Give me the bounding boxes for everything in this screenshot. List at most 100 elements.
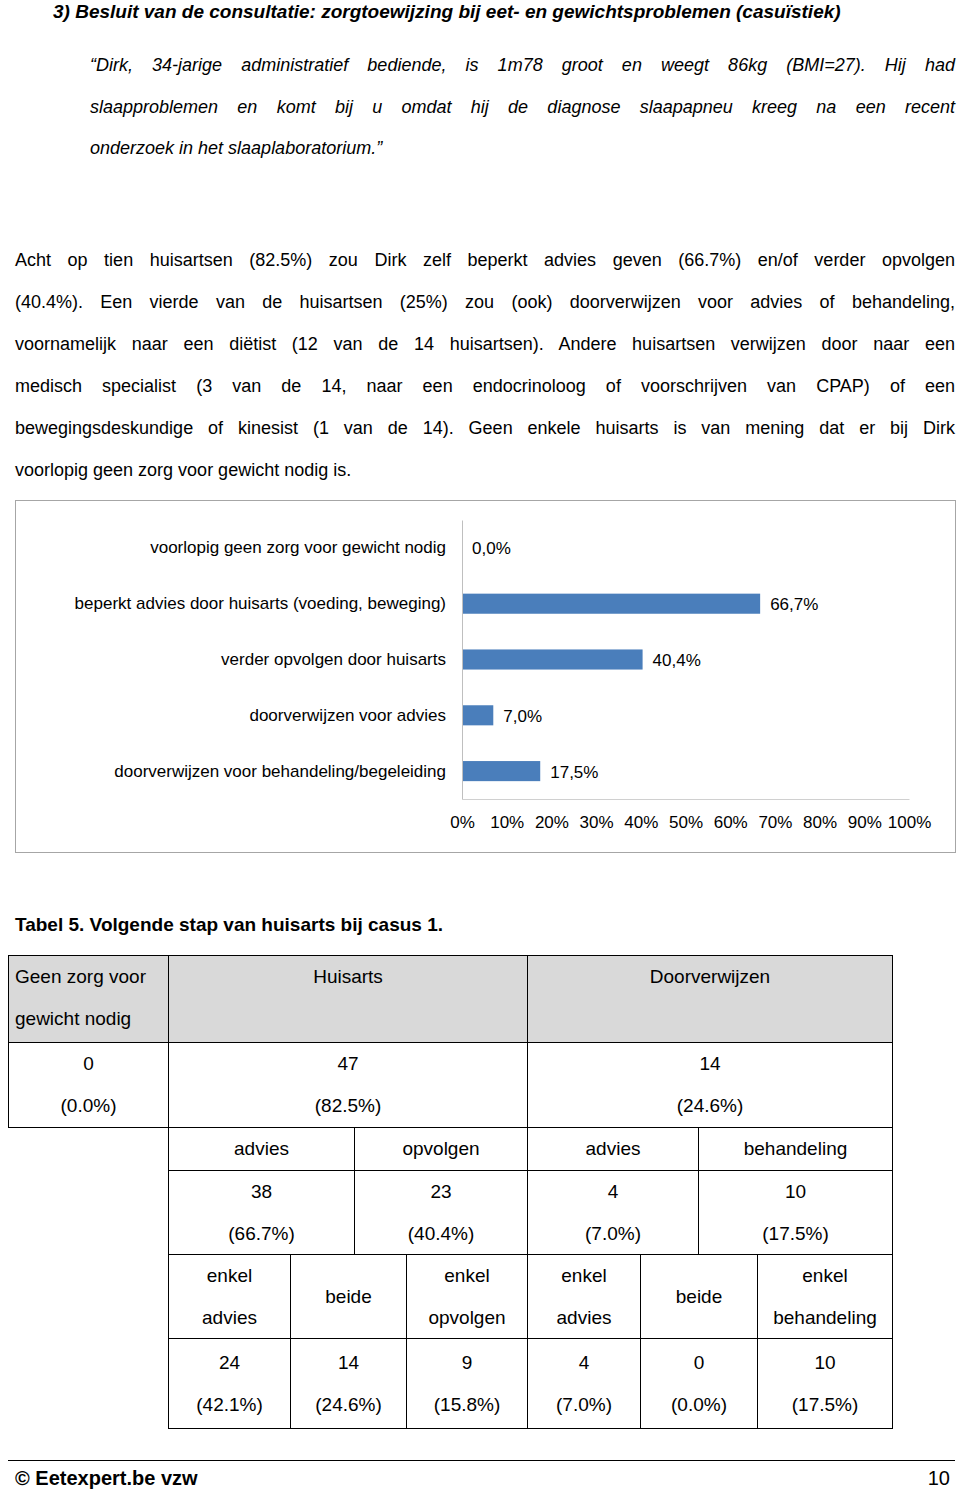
x-tick: 60% bbox=[714, 799, 748, 832]
category-label: voorlopig geen zorg voor gewicht nodig bbox=[150, 538, 446, 557]
x-tick-label: 90% bbox=[848, 813, 882, 832]
x-tick-label: 100% bbox=[888, 813, 931, 832]
heading: 3) Besluit van de consultatie: zorgtoewi… bbox=[53, 0, 841, 24]
detail-cell: 24(42.1%) bbox=[168, 1338, 291, 1429]
body-line: voorlopig geen zorg voor gewicht nodig i… bbox=[15, 458, 955, 482]
x-tick-label: 20% bbox=[535, 813, 569, 832]
cell-text: (7.0%) bbox=[585, 1213, 641, 1255]
subheader-cell: opvolgen bbox=[354, 1127, 528, 1171]
cell-text: 23 bbox=[430, 1171, 451, 1213]
detail-header-cell: enkel advies bbox=[527, 1254, 641, 1339]
quote-line: slaapproblemen en komt bij u omdat hij d… bbox=[90, 95, 955, 119]
header-text: Doorverwijzen bbox=[650, 956, 770, 998]
y-tick: doorverwijzen voor advies bbox=[249, 706, 462, 725]
data-labels: 0,0% 66,7% 40,4% 7,0% 17,5% bbox=[472, 539, 818, 781]
detail-cell: 14(24.6%) bbox=[290, 1338, 407, 1429]
footer-left: © Eetexpert.be vzw bbox=[15, 1466, 198, 1490]
cell-text: (17.5%) bbox=[792, 1384, 859, 1426]
cell-text: 0 bbox=[83, 1043, 94, 1085]
body-line: Acht op tien huisartsen (82.5%) zou Dirk… bbox=[15, 248, 955, 272]
category-label: doorverwijzen voor behandeling/begeleidi… bbox=[114, 762, 446, 781]
category-label: verder opvolgen door huisarts bbox=[221, 650, 446, 669]
cell-text: (42.1%) bbox=[196, 1384, 263, 1426]
cell-text: enkel opvolgen bbox=[419, 1255, 515, 1339]
bar bbox=[462, 705, 493, 725]
detail-header-cell: enkel opvolgen bbox=[406, 1254, 528, 1339]
detail-header-cell: enkel behandeling bbox=[757, 1254, 893, 1339]
subtotal-cell: 4(7.0%) bbox=[527, 1170, 699, 1255]
x-tick-label: 80% bbox=[803, 813, 837, 832]
cell-text: 47 bbox=[337, 1043, 358, 1085]
detail-cell: 10(17.5%) bbox=[757, 1338, 893, 1429]
detail-cell: 0(0.0%) bbox=[640, 1338, 758, 1429]
data-label: 17,5% bbox=[550, 763, 598, 782]
data-label: 66,7% bbox=[770, 595, 818, 614]
cell-text: 4 bbox=[579, 1342, 590, 1384]
y-tick: doorverwijzen voor behandeling/begeleidi… bbox=[114, 762, 462, 781]
cell-text: 9 bbox=[462, 1342, 473, 1384]
x-tick: 90% bbox=[848, 799, 882, 832]
data-label: 7,0% bbox=[503, 707, 542, 726]
cell-text: (15.8%) bbox=[434, 1384, 501, 1426]
header-cell: Huisarts bbox=[168, 955, 528, 1043]
total-cell: 14(24.6%) bbox=[527, 1042, 893, 1128]
category-label: beperkt advies door huisarts (voeding, b… bbox=[75, 594, 446, 613]
detail-header-cell: enkel advies bbox=[168, 1254, 291, 1339]
x-tick: 50% bbox=[669, 799, 703, 832]
subheader-cell: advies bbox=[168, 1127, 355, 1171]
cell-text: (40.4%) bbox=[408, 1213, 475, 1255]
y-axis: voorlopig geen zorg voor gewicht nodig be… bbox=[75, 521, 463, 800]
x-tick-label: 50% bbox=[669, 813, 703, 832]
cell-text: advies bbox=[586, 1128, 641, 1170]
x-tick-label: 10% bbox=[490, 813, 524, 832]
header-cell: Doorverwijzen bbox=[527, 955, 893, 1043]
cell-text: beide bbox=[676, 1276, 723, 1318]
page: 3) Besluit van de consultatie: zorgtoewi… bbox=[0, 0, 960, 1494]
subheader-cell: advies bbox=[527, 1127, 699, 1171]
cell-text: 14 bbox=[699, 1043, 720, 1085]
cell-text: enkel behandeling bbox=[770, 1255, 880, 1339]
x-axis: 0% 10% 20% 30% 40% 50% 60% 70% 80% 90% 100% bbox=[450, 799, 931, 832]
table-caption: Tabel 5. Volgende stap van huisarts bij … bbox=[15, 913, 443, 937]
header-text: Huisarts bbox=[313, 956, 383, 998]
cell-text: (17.5%) bbox=[762, 1213, 829, 1255]
cell-text: 4 bbox=[608, 1171, 619, 1213]
body-line: bewegingsdeskundige of kinesist (1 van d… bbox=[15, 416, 955, 440]
bar bbox=[462, 538, 463, 558]
cell-text: enkel advies bbox=[181, 1255, 278, 1339]
cell-text: 0 bbox=[694, 1342, 705, 1384]
quote-line: onderzoek in het slaaplaboratorium.” bbox=[90, 136, 955, 160]
x-tick-label: 60% bbox=[714, 813, 748, 832]
cell-text: (82.5%) bbox=[315, 1085, 382, 1127]
cell-text: 10 bbox=[814, 1342, 835, 1384]
cell-text: 10 bbox=[785, 1171, 806, 1213]
cell-text: 24 bbox=[219, 1342, 240, 1384]
data-label: 0,0% bbox=[472, 539, 511, 558]
header-cell: Geen zorg voor gewicht nodig bbox=[8, 955, 169, 1043]
bars bbox=[462, 594, 760, 781]
x-tick-label: 0% bbox=[450, 813, 475, 832]
cell-text: opvolgen bbox=[402, 1128, 479, 1170]
cell-text: enkel advies bbox=[540, 1255, 628, 1339]
page-number: 10 bbox=[928, 1466, 950, 1490]
body-line: medisch specialist (3 van de 14, naar ee… bbox=[15, 374, 955, 398]
cell-text: 14 bbox=[338, 1342, 359, 1384]
x-tick: 70% bbox=[758, 799, 792, 832]
cell-text: (0.0%) bbox=[671, 1384, 727, 1426]
cell-text: behandeling bbox=[744, 1128, 848, 1170]
cell-text: (24.6%) bbox=[677, 1085, 744, 1127]
data-label: 40,4% bbox=[653, 651, 701, 670]
x-tick-label: 30% bbox=[580, 813, 614, 832]
bar bbox=[462, 594, 760, 614]
subheader-cell: behandeling bbox=[698, 1127, 893, 1171]
detail-header-cell: beide bbox=[640, 1254, 758, 1339]
x-tick-label: 40% bbox=[624, 813, 658, 832]
subtotal-cell: 10(17.5%) bbox=[698, 1170, 893, 1255]
x-tick: 40% bbox=[624, 799, 658, 832]
footer-rule bbox=[8, 1460, 955, 1461]
subtotal-cell: 38(66.7%) bbox=[168, 1170, 355, 1255]
cell-text: (7.0%) bbox=[556, 1384, 612, 1426]
category-label: doorverwijzen voor advies bbox=[249, 706, 446, 725]
cell-text: (0.0%) bbox=[61, 1085, 117, 1127]
x-tick: 0% bbox=[450, 799, 475, 832]
